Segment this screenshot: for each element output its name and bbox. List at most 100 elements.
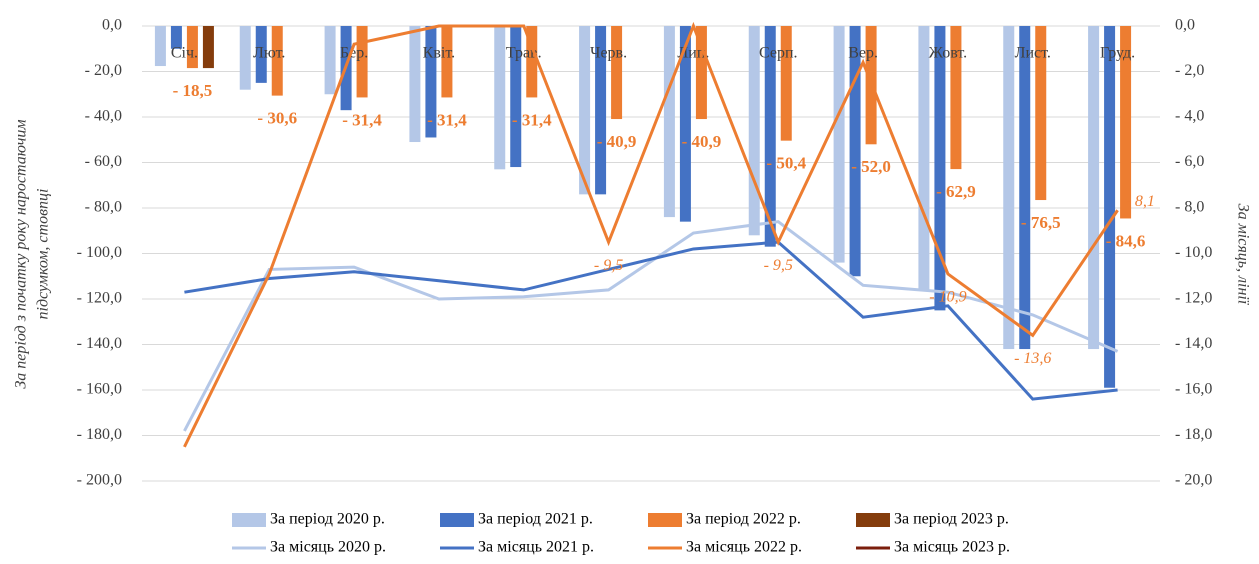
x-tick-label: Лют. — [253, 45, 285, 62]
legend-swatch — [648, 513, 682, 527]
bar — [934, 26, 946, 311]
y2-tick-label: 0,0 — [1175, 17, 1195, 34]
y-tick-label: 0,0 — [102, 17, 122, 34]
bar — [425, 26, 437, 138]
y-tick-label: - 80,0 — [85, 199, 122, 216]
bar-value-label: - 40,9 — [597, 132, 637, 151]
bar — [579, 26, 591, 195]
y-tick-label: - 160,0 — [77, 381, 122, 398]
x-tick-label: Лист. — [1015, 45, 1051, 62]
y-tick-label: - 120,0 — [77, 290, 122, 307]
y2-tick-label: - 14,0 — [1175, 335, 1212, 352]
y2-axis-title: За місяць, лінії — [1234, 204, 1251, 306]
legend-label: За період 2023 р. — [894, 511, 1009, 528]
bar — [154, 26, 166, 67]
x-tick-label: Черв. — [590, 45, 627, 62]
y-tick-label: - 40,0 — [85, 108, 122, 125]
y2-tick-label: - 16,0 — [1175, 381, 1212, 398]
bar-value-label: - 52,0 — [851, 157, 891, 176]
y-axis-title: підсумком, стовпці — [35, 189, 52, 320]
x-tick-label: Груд. — [1100, 45, 1135, 62]
bar — [1120, 26, 1132, 219]
x-tick-label: Бер. — [340, 45, 368, 62]
bar-value-label: - 31,4 — [427, 110, 467, 129]
x-tick-label: Січ. — [171, 45, 198, 62]
bar — [1104, 26, 1116, 388]
x-tick-label: Вер. — [848, 45, 878, 62]
x-tick-label: Квіт. — [423, 45, 455, 62]
bar-value-label: - 84,6 — [1106, 231, 1146, 250]
line — [184, 240, 1118, 401]
legend-label: За місяць 2021 р. — [478, 539, 594, 556]
y2-tick-label: - 12,0 — [1175, 290, 1212, 307]
bar-value-label: - 31,4 — [342, 110, 382, 129]
bar — [170, 26, 182, 49]
y-tick-label: - 140,0 — [77, 335, 122, 352]
y-tick-label: - 200,0 — [77, 472, 122, 489]
y-tick-label: - 100,0 — [77, 244, 122, 261]
legend-label: За місяць 2020 р. — [270, 539, 386, 556]
legend-label: За період 2022 р. — [686, 511, 801, 528]
bar — [780, 26, 792, 141]
y2-tick-label: - 6,0 — [1175, 153, 1204, 170]
bar — [186, 26, 198, 69]
bar — [611, 26, 623, 120]
bar — [679, 26, 691, 222]
bar — [202, 26, 214, 69]
line-value-label: - 13,6 — [1014, 350, 1051, 367]
bar — [663, 26, 675, 218]
bar — [441, 26, 453, 98]
bar-value-label: - 30,6 — [257, 109, 297, 128]
legend-swatch — [232, 513, 266, 527]
line-value-label: - 10,9 — [929, 289, 966, 306]
line-value-label: - 9,5 — [594, 257, 623, 274]
line-value-label: - 9,5 — [764, 257, 793, 274]
bar — [526, 26, 538, 98]
bar-value-label: - 50,4 — [766, 154, 806, 173]
bar — [510, 26, 522, 168]
legend-label: За період 2021 р. — [478, 511, 593, 528]
y-tick-label: - 60,0 — [85, 153, 122, 170]
y2-tick-label: - 4,0 — [1175, 108, 1204, 125]
bar-value-label: - 18,5 — [173, 81, 213, 100]
bar — [324, 26, 336, 95]
bar — [695, 26, 707, 120]
legend-label: За період 2020 р. — [270, 511, 385, 528]
line — [183, 21, 1119, 448]
bar — [255, 26, 267, 83]
line-value-label: - 8,1 — [1126, 193, 1155, 210]
x-tick-label: Серп. — [759, 45, 798, 62]
bar — [1035, 26, 1047, 201]
bar-value-label: - 76,5 — [1021, 213, 1061, 232]
y2-tick-label: - 2,0 — [1175, 62, 1204, 79]
bar — [849, 26, 861, 277]
y2-tick-label: - 18,0 — [1175, 426, 1212, 443]
y2-tick-label: - 20,0 — [1175, 472, 1212, 489]
x-tick-label: Жовт. — [929, 45, 967, 62]
bar — [918, 26, 930, 290]
bar — [239, 26, 251, 90]
legend-swatch — [440, 513, 474, 527]
bar — [764, 26, 776, 247]
bar-value-label: - 40,9 — [682, 132, 722, 151]
bar — [356, 26, 368, 98]
legend-label: За місяць 2022 р. — [686, 539, 802, 556]
bar — [833, 26, 845, 263]
bar — [595, 26, 607, 195]
legend-swatch — [856, 513, 890, 527]
bar-value-label: - 31,4 — [512, 110, 552, 129]
bar — [1003, 26, 1015, 350]
bar-value-label: - 62,9 — [936, 182, 976, 201]
y2-tick-label: - 8,0 — [1175, 199, 1204, 216]
y-tick-label: - 180,0 — [77, 426, 122, 443]
y2-tick-label: - 10,0 — [1175, 244, 1212, 261]
bar — [950, 26, 962, 170]
bar — [1088, 26, 1100, 350]
legend-label: За місяць 2023 р. — [894, 539, 1010, 556]
bar — [271, 26, 283, 96]
bar — [409, 26, 421, 143]
y-tick-label: - 20,0 — [85, 62, 122, 79]
y-axis-title: За період з початку року наростаючим — [13, 119, 30, 388]
line — [183, 220, 1119, 432]
